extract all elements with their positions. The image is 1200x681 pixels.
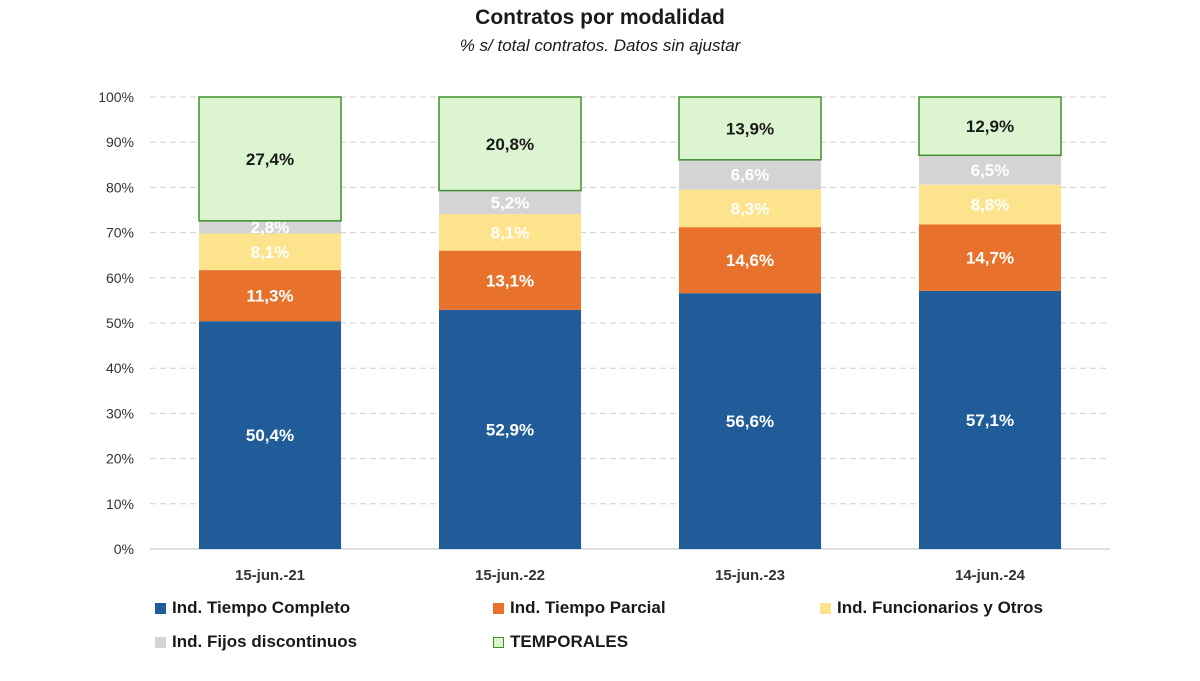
data-label: 14,7% <box>966 249 1014 268</box>
data-label: 14,6% <box>726 251 774 270</box>
legend-label: Ind. Fijos discontinuos <box>172 632 358 651</box>
legend-item: Ind. Fijos discontinuos <box>155 632 357 652</box>
bar-segment <box>439 250 581 310</box>
data-label: 27,4% <box>246 150 294 169</box>
data-label: 11,3% <box>246 287 293 306</box>
y-tick-label: 50% <box>106 315 134 331</box>
legend-label: Ind. Tiempo Parcial <box>510 598 666 617</box>
bar-segment <box>679 227 821 294</box>
data-label: 6,5% <box>971 161 1010 180</box>
data-label: 8,3% <box>731 199 770 218</box>
data-label: 52,9% <box>486 420 534 439</box>
bar-segment <box>199 321 341 549</box>
legend-item: Ind. Tiempo Parcial <box>493 598 666 618</box>
bar-segment <box>678 96 822 161</box>
data-label: 12,9% <box>966 117 1014 136</box>
bar-segment <box>439 214 581 251</box>
chart-subtitle: % s/ total contratos. Datos sin ajustar <box>459 36 741 55</box>
bar-segment <box>919 184 1061 225</box>
legend-item: TEMPORALES <box>493 632 628 652</box>
legend-item: Ind. Funcionarios y Otros <box>820 598 1043 618</box>
legend-item: Ind. Tiempo Completo <box>155 598 350 618</box>
chart-title: Contratos por modalidad <box>475 6 725 29</box>
bar-segment <box>439 190 581 215</box>
data-label: 8,1% <box>251 243 290 262</box>
data-label: 13,1% <box>486 271 534 290</box>
bar-segment <box>679 189 821 228</box>
bar-segment <box>439 309 581 549</box>
y-tick-label: 20% <box>106 451 134 467</box>
legend-swatch <box>820 602 831 614</box>
y-tick-label: 90% <box>106 134 134 150</box>
y-tick-label: 10% <box>106 496 134 512</box>
legend-swatch <box>155 636 166 648</box>
bar-segment <box>199 270 341 322</box>
bar-segment <box>199 220 341 234</box>
bar-segment <box>198 96 342 222</box>
data-label: 50,4% <box>246 426 294 445</box>
data-label: 5,2% <box>491 193 530 212</box>
bar-segment <box>679 293 821 549</box>
legend-label: TEMPORALES <box>510 632 629 651</box>
y-tick-label: 80% <box>106 179 134 195</box>
bar-segment <box>919 224 1061 291</box>
bar-segment <box>919 290 1061 549</box>
bar-segment <box>919 155 1061 185</box>
y-tick-label: 60% <box>106 270 134 286</box>
x-tick-label: 15-jun.-23 <box>715 567 785 584</box>
bar-segment <box>199 233 341 271</box>
data-label: 6,6% <box>731 166 770 185</box>
data-label: 20,8% <box>486 135 534 154</box>
bar-segment <box>918 96 1062 157</box>
data-label: 8,8% <box>971 196 1010 215</box>
x-tick-label: 14-jun.-24 <box>955 567 1026 584</box>
y-tick-label: 30% <box>106 405 134 421</box>
y-tick-label: 0% <box>114 541 134 557</box>
legend-label: Ind. Funcionarios y Otros <box>837 598 1043 617</box>
data-label: 56,6% <box>726 412 774 431</box>
y-tick-label: 70% <box>106 225 134 241</box>
x-tick-label: 15-jun.-21 <box>235 567 305 584</box>
data-label: 8,1% <box>491 223 530 242</box>
data-label: 57,1% <box>966 411 1014 430</box>
legend-swatch <box>493 636 504 648</box>
y-tick-label: 40% <box>106 360 134 376</box>
bar-segment <box>438 96 582 192</box>
legend-label: Ind. Tiempo Completo <box>172 598 351 617</box>
bar-segment <box>679 159 821 190</box>
x-tick-label: 15-jun.-22 <box>475 567 545 584</box>
y-tick-label: 100% <box>98 89 134 105</box>
legend-swatch <box>155 602 166 614</box>
legend-swatch <box>493 602 504 614</box>
data-label: 13,9% <box>726 119 774 138</box>
data-label: 2,8% <box>251 218 290 237</box>
